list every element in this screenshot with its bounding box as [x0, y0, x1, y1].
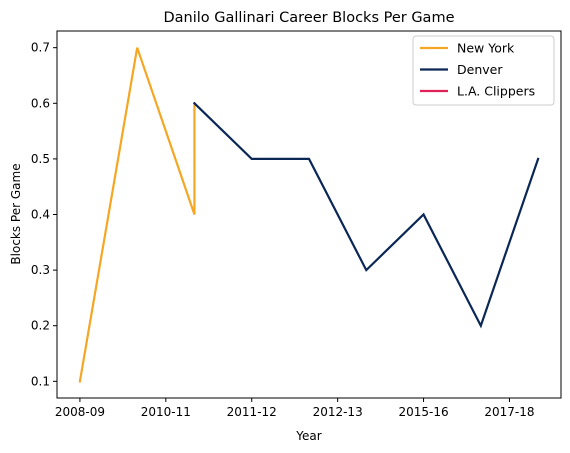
y-tick-label: 0.4	[31, 208, 50, 222]
chart-title: Danilo Gallinari Career Blocks Per Game	[164, 10, 455, 26]
legend-label: L.A. Clippers	[457, 84, 535, 99]
y-tick-label: 0.7	[31, 41, 50, 55]
x-tick-label: 2011-12	[227, 405, 277, 419]
legend-label: Denver	[457, 62, 503, 77]
x-tick-label: 2012-13	[313, 405, 363, 419]
y-tick-label: 0.3	[31, 263, 50, 277]
legend-frame	[412, 35, 555, 106]
y-tick-label: 0.5	[31, 152, 50, 166]
x-axis: 2008-09 2010-11 2011-12 2012-13 2015-16 2017-…	[55, 398, 535, 419]
y-tick-label: 0.2	[31, 319, 50, 333]
legend: New York Denver L.A. Clippers	[412, 35, 555, 106]
y-axis-title: Blocks Per Game	[9, 163, 23, 264]
y-tick-label: 0.6	[31, 96, 50, 110]
series-lines	[78, 47, 540, 383]
legend-label: New York	[457, 41, 515, 56]
x-tick-label: 2015-16	[398, 405, 448, 419]
x-tick-label: 2010-11	[141, 405, 191, 419]
x-tick-label: 2017-18	[484, 405, 534, 419]
series-line-new-york	[78, 47, 196, 383]
y-axis: 0.1 0.2 0.3 0.4 0.5 0.6 0.7	[31, 41, 57, 388]
x-axis-title: Year	[295, 429, 321, 443]
y-tick-label: 0.1	[31, 374, 50, 388]
x-tick-label: 2008-09	[55, 405, 105, 419]
series-line-denver	[192, 101, 540, 329]
